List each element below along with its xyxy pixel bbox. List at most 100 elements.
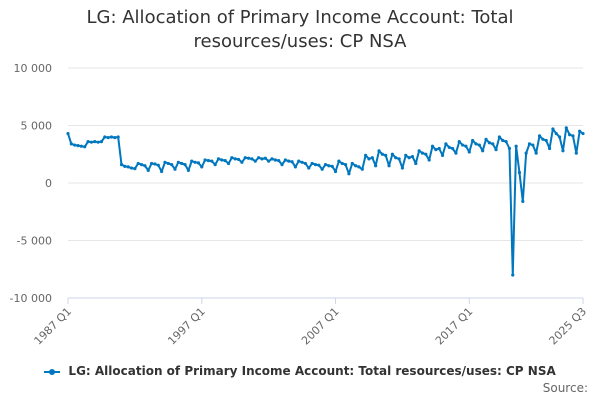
data-point[interactable] bbox=[554, 131, 558, 136]
data-point[interactable] bbox=[504, 140, 508, 144]
data-point[interactable] bbox=[223, 158, 227, 163]
data-point[interactable] bbox=[263, 156, 267, 160]
data-point[interactable] bbox=[581, 131, 585, 136]
data-point[interactable] bbox=[290, 160, 294, 164]
data-point[interactable] bbox=[173, 167, 177, 171]
data-point[interactable] bbox=[270, 157, 274, 161]
data-point[interactable] bbox=[93, 140, 97, 144]
data-point[interactable] bbox=[323, 163, 328, 167]
data-point[interactable] bbox=[153, 162, 157, 166]
data-point[interactable] bbox=[394, 156, 398, 160]
data-point[interactable] bbox=[119, 163, 124, 167]
data-point[interactable] bbox=[454, 151, 458, 155]
data-point[interactable] bbox=[384, 153, 388, 157]
data-point[interactable] bbox=[186, 168, 190, 172]
data-point[interactable] bbox=[226, 161, 231, 166]
data-point[interactable] bbox=[574, 151, 578, 155]
data-point[interactable] bbox=[216, 157, 221, 161]
data-point[interactable] bbox=[76, 144, 80, 148]
data-point[interactable] bbox=[343, 163, 348, 167]
data-point[interactable] bbox=[280, 163, 284, 167]
data-point[interactable] bbox=[310, 161, 314, 166]
data-point[interactable] bbox=[501, 138, 505, 143]
data-point[interactable] bbox=[183, 163, 187, 167]
data-point[interactable] bbox=[66, 131, 70, 136]
data-point[interactable] bbox=[541, 137, 545, 141]
data-point[interactable] bbox=[377, 149, 381, 153]
data-point[interactable] bbox=[551, 127, 555, 131]
data-point[interactable] bbox=[457, 140, 461, 144]
data-point[interactable] bbox=[123, 164, 127, 168]
data-point[interactable] bbox=[367, 157, 371, 161]
data-point[interactable] bbox=[507, 146, 512, 151]
data-point[interactable] bbox=[273, 158, 277, 162]
data-point[interactable] bbox=[424, 152, 428, 156]
data-point[interactable] bbox=[139, 163, 144, 167]
data-point[interactable] bbox=[257, 156, 261, 160]
data-point[interactable] bbox=[243, 156, 247, 160]
data-point[interactable] bbox=[143, 164, 147, 168]
data-point[interactable] bbox=[537, 134, 542, 138]
data-point[interactable] bbox=[527, 142, 532, 146]
data-point[interactable] bbox=[578, 129, 582, 133]
data-point[interactable] bbox=[471, 138, 475, 143]
data-point[interactable] bbox=[531, 143, 535, 147]
data-point[interactable] bbox=[417, 149, 421, 153]
data-point[interactable] bbox=[544, 138, 548, 143]
data-point[interactable] bbox=[156, 163, 160, 167]
data-point[interactable] bbox=[113, 135, 117, 140]
data-point[interactable] bbox=[547, 146, 552, 151]
data-point[interactable] bbox=[464, 144, 468, 148]
data-point[interactable] bbox=[400, 166, 405, 170]
data-point[interactable] bbox=[89, 140, 94, 144]
data-point[interactable] bbox=[200, 165, 204, 169]
series-line[interactable] bbox=[67, 126, 584, 276]
data-point[interactable] bbox=[354, 164, 358, 168]
data-point[interactable] bbox=[109, 135, 114, 139]
data-point[interactable] bbox=[277, 158, 281, 163]
data-point[interactable] bbox=[387, 164, 391, 168]
data-point[interactable] bbox=[521, 199, 525, 203]
data-point[interactable] bbox=[494, 148, 498, 152]
data-point[interactable] bbox=[534, 151, 538, 155]
data-point[interactable] bbox=[410, 154, 415, 159]
data-point[interactable] bbox=[160, 169, 164, 174]
data-point[interactable] bbox=[116, 135, 120, 139]
data-point[interactable] bbox=[307, 166, 311, 170]
data-point[interactable] bbox=[293, 165, 297, 169]
data-point[interactable] bbox=[313, 163, 318, 167]
data-point[interactable] bbox=[370, 156, 374, 160]
data-point[interactable] bbox=[447, 145, 451, 149]
data-point[interactable] bbox=[484, 137, 488, 141]
data-point[interactable] bbox=[210, 159, 214, 163]
data-point[interactable] bbox=[444, 142, 448, 146]
data-point[interactable] bbox=[267, 159, 271, 163]
data-point[interactable] bbox=[337, 159, 341, 163]
data-point[interactable] bbox=[133, 167, 137, 171]
data-point[interactable] bbox=[568, 133, 572, 137]
data-point[interactable] bbox=[491, 142, 495, 146]
data-point[interactable] bbox=[213, 163, 217, 167]
data-point[interactable] bbox=[150, 161, 154, 166]
data-point[interactable] bbox=[253, 159, 257, 163]
data-point[interactable] bbox=[347, 172, 351, 176]
data-point[interactable] bbox=[317, 163, 321, 167]
data-point[interactable] bbox=[437, 146, 441, 151]
data-point[interactable] bbox=[250, 157, 254, 161]
data-point[interactable] bbox=[557, 135, 562, 139]
data-point[interactable] bbox=[136, 161, 140, 166]
data-point[interactable] bbox=[176, 160, 180, 164]
data-point[interactable] bbox=[246, 156, 251, 160]
data-point[interactable] bbox=[420, 151, 425, 155]
data-point[interactable] bbox=[497, 135, 501, 139]
data-point[interactable] bbox=[357, 165, 361, 169]
data-point[interactable] bbox=[300, 160, 304, 164]
data-point[interactable] bbox=[487, 141, 491, 145]
data-point[interactable] bbox=[330, 164, 334, 168]
data-point[interactable] bbox=[467, 150, 471, 154]
data-point[interactable] bbox=[571, 134, 575, 138]
data-point[interactable] bbox=[220, 158, 224, 162]
data-point[interactable] bbox=[404, 153, 408, 157]
data-point[interactable] bbox=[287, 159, 291, 163]
data-point[interactable] bbox=[96, 140, 100, 144]
